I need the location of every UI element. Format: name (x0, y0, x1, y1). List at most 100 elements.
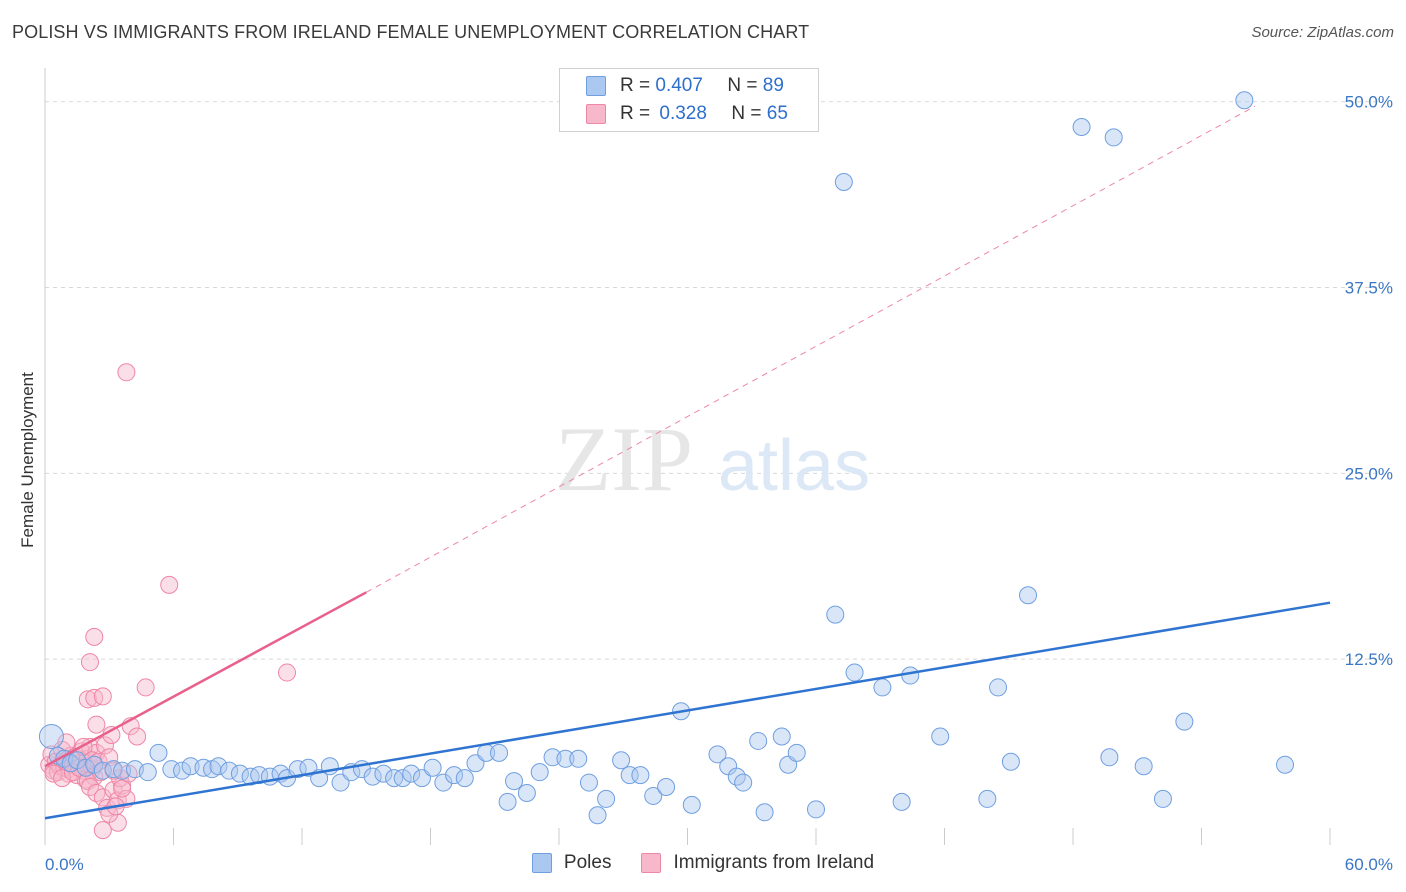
chart-title: POLISH VS IMMIGRANTS FROM IRELAND FEMALE… (12, 22, 810, 42)
point-poles (588, 806, 607, 825)
legend-r-value: 0.407 (655, 75, 703, 96)
y-tick-label: 37.5% (1345, 279, 1393, 298)
legend-swatch-poles (531, 853, 552, 873)
point-poles (530, 763, 549, 782)
trend-line-poles (44, 601, 1331, 820)
point-poles (393, 769, 412, 788)
watermark: ZIP atlas (555, 408, 870, 510)
point-poles (845, 663, 864, 682)
point-poles (826, 605, 845, 624)
tick-labels: 12.5% 25.0% 37.5% 50.0% 0.0% 60.0% (45, 93, 1393, 874)
legend-row-poles: R = 0.407 N = 89 (586, 74, 784, 98)
point-ireland (128, 727, 147, 746)
legend-label-ireland: Immigrants from Ireland (673, 852, 875, 873)
point-poles (1134, 757, 1153, 776)
point-ireland (93, 788, 112, 807)
point-poles (807, 800, 825, 819)
point-ireland (113, 779, 132, 798)
point-ireland (100, 804, 119, 823)
point-poles (708, 745, 727, 764)
point-poles (978, 789, 997, 808)
point-poles (423, 758, 442, 777)
point-poles (517, 783, 536, 802)
legend-n-label: N = (731, 103, 762, 124)
point-poles (579, 773, 598, 792)
legend-item-poles[interactable]: Poles (531, 852, 612, 874)
point-poles (569, 749, 588, 768)
point-poles (772, 727, 791, 746)
point-poles (755, 803, 774, 822)
point-poles (1153, 789, 1172, 808)
point-poles (631, 766, 650, 785)
series-poles-points (38, 91, 1295, 825)
y-tick-label: 12.5% (1345, 650, 1393, 669)
legend-row-ireland: R = 0.328 N = 65 (586, 102, 788, 126)
axes (44, 68, 1331, 845)
point-poles (612, 751, 631, 770)
legend-r-label: R = (620, 103, 651, 124)
point-poles (149, 743, 168, 762)
point-poles (113, 761, 132, 780)
watermark-zip: ZIP (555, 408, 693, 510)
point-poles (505, 772, 524, 791)
point-ireland (78, 690, 97, 709)
point-poles (220, 761, 239, 780)
legend-item-ireland[interactable]: Immigrants from Ireland (641, 852, 874, 874)
point-ireland (160, 575, 179, 594)
point-poles (787, 743, 806, 762)
grid-lines (45, 101, 1380, 660)
legend-swatch-ireland (641, 853, 662, 873)
point-poles (931, 727, 950, 746)
legend-n-value: 65 (766, 103, 788, 124)
point-ireland (87, 715, 106, 734)
source-credit: Source: ZipAtlas.com (1251, 24, 1394, 41)
series-legend: Poles Immigrants from Ireland (0, 852, 1406, 874)
point-ireland (117, 363, 136, 382)
point-poles (181, 757, 200, 776)
point-poles (363, 767, 382, 786)
x-tick-label: 60.0% (1345, 855, 1393, 874)
legend-swatch-poles (586, 76, 606, 96)
point-poles (1276, 755, 1295, 774)
point-ireland (278, 663, 297, 682)
point-poles (445, 766, 464, 785)
point-poles (892, 792, 911, 811)
point-poles (1001, 752, 1020, 771)
point-poles (556, 749, 575, 768)
point-ireland (85, 627, 104, 646)
point-poles (543, 748, 562, 767)
point-ireland (93, 687, 112, 706)
point-poles (38, 723, 64, 749)
point-poles (490, 743, 509, 762)
legend-r-value: 0.328 (659, 103, 707, 124)
point-ireland (95, 736, 114, 755)
trend-extension-ireland (366, 105, 1256, 593)
point-poles (620, 766, 639, 785)
point-poles (374, 764, 393, 783)
legend-swatch-ireland (586, 104, 606, 124)
legend-r-label: R = (620, 75, 651, 96)
point-poles (230, 764, 249, 783)
correlation-legend: R = 0.407 N = 89 R = 0.328 N = 65 (559, 68, 819, 132)
point-poles (173, 761, 192, 780)
point-poles (1235, 91, 1254, 110)
point-poles (873, 678, 892, 697)
point-poles (1019, 586, 1038, 605)
legend-n-value: 89 (762, 75, 784, 96)
point-ireland (80, 653, 99, 672)
watermark-atlas: atlas (718, 426, 870, 506)
point-poles (498, 792, 517, 811)
y-tick-label: 50.0% (1345, 93, 1393, 112)
point-ireland (93, 821, 112, 840)
point-ireland (44, 764, 63, 783)
point-poles (597, 789, 616, 808)
point-poles (1100, 748, 1119, 767)
point-poles (402, 764, 421, 783)
point-poles (644, 786, 663, 805)
point-ireland (136, 678, 155, 697)
legend-label-poles: Poles (563, 852, 612, 873)
point-poles (1104, 128, 1123, 147)
series-ireland-points (40, 363, 297, 840)
point-poles (834, 173, 853, 192)
